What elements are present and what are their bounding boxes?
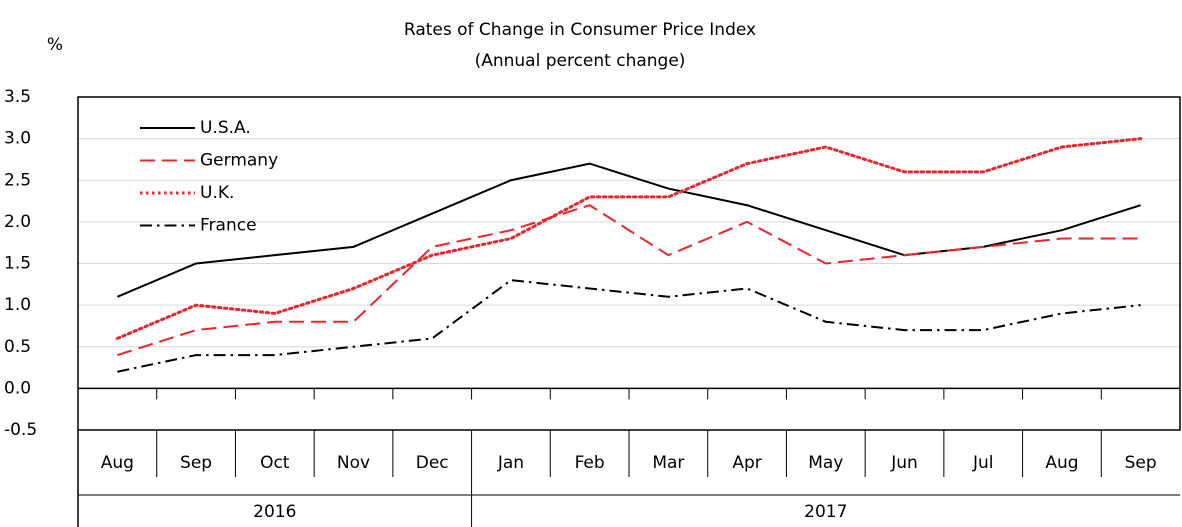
x-tick-label: Aug xyxy=(1045,453,1078,473)
y-tick-label: 2.5 xyxy=(4,170,31,190)
year-label: 2017 xyxy=(804,502,847,522)
y-axis-label: % xyxy=(47,35,63,55)
legend-label: Germany xyxy=(200,151,278,171)
series-line xyxy=(117,204,1141,357)
y-tick-label: 2.0 xyxy=(4,212,31,232)
x-tick-label: Feb xyxy=(575,453,605,473)
chart-title: Rates of Change in Consumer Price Index xyxy=(404,20,756,40)
x-tick-label: Sep xyxy=(180,453,212,473)
x-tick-label: Sep xyxy=(1125,453,1157,473)
y-tick-label: 1.5 xyxy=(4,254,31,274)
x-tick-label: Dec xyxy=(416,453,449,473)
legend-label: U.S.A. xyxy=(200,118,251,138)
x-tick-label: Jul xyxy=(972,453,994,473)
series-line xyxy=(117,279,1141,373)
series-line xyxy=(115,137,1143,340)
x-tick-label: Mar xyxy=(652,453,684,473)
x-tick-label: Oct xyxy=(260,453,290,473)
x-tick-label: Jan xyxy=(497,453,524,473)
x-tick-label: Nov xyxy=(337,453,370,473)
y-tick-label: 1.0 xyxy=(4,295,31,315)
y-tick-label: 3.5 xyxy=(4,87,31,107)
legend-label: U.K. xyxy=(200,183,234,203)
x-tick-label: Aug xyxy=(101,453,134,473)
x-tick-label: Apr xyxy=(732,453,761,473)
legend-label: France xyxy=(200,216,257,236)
chart-subtitle: (Annual percent change) xyxy=(475,51,686,71)
y-tick-label: -0.5 xyxy=(4,420,37,440)
x-tick-label: Jun xyxy=(890,453,918,473)
x-tick-label: May xyxy=(808,453,843,473)
year-label: 2016 xyxy=(253,502,296,522)
y-tick-label: 0.5 xyxy=(4,337,31,357)
y-tick-label: 0.0 xyxy=(4,378,31,398)
y-tick-label: 3.0 xyxy=(4,129,31,149)
